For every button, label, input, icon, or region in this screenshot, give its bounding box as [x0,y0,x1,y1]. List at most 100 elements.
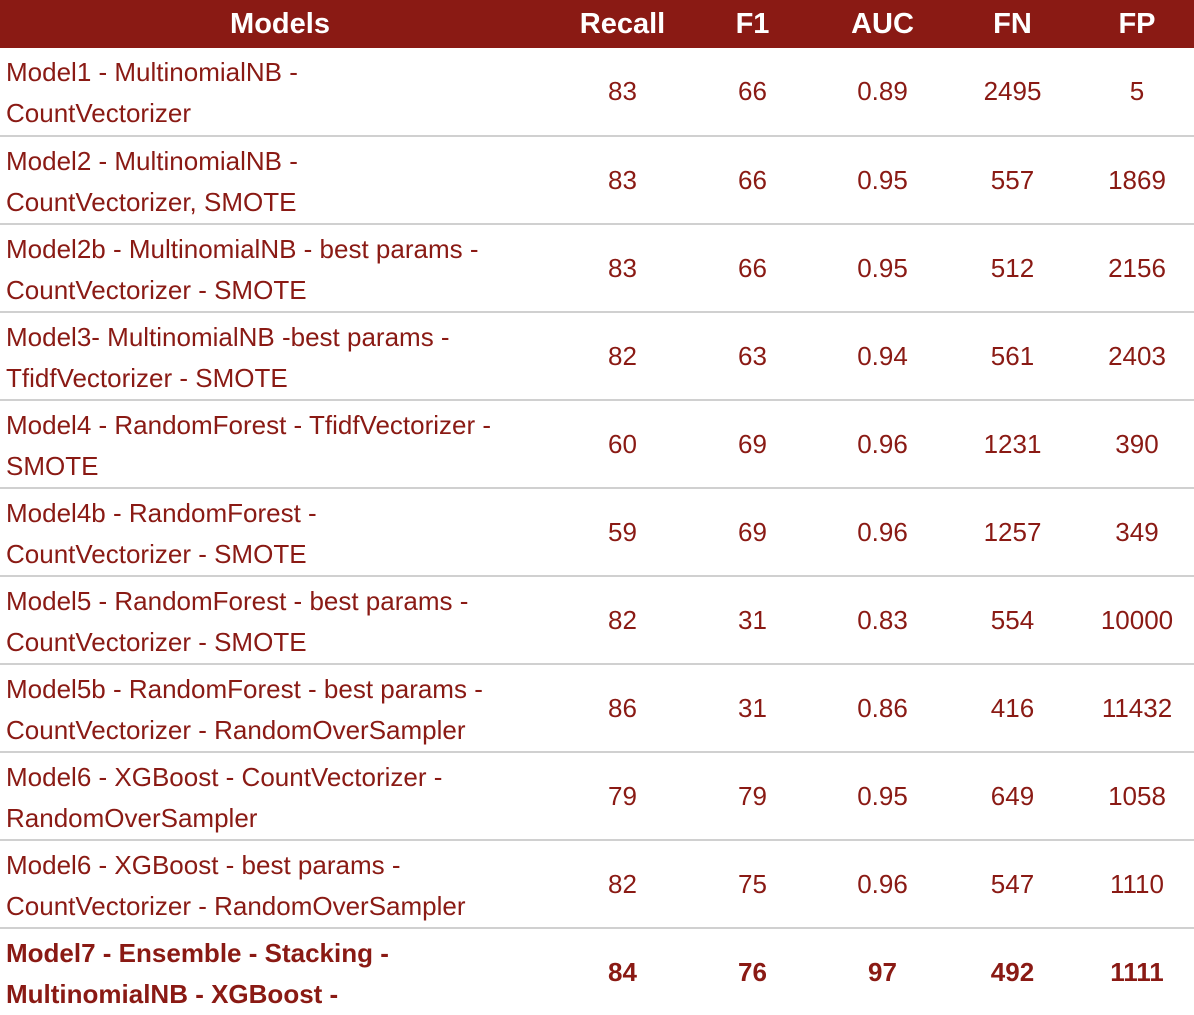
f1-cell: 66 [738,76,767,106]
f1-cell: 31 [738,692,767,723]
f1-cell: 66 [738,164,767,195]
f1-cell: 79 [738,780,767,811]
model-name-cell: Model4 - RandomForest - TfidfVectorizer … [0,400,560,488]
fn-cell: 492 [990,956,1035,987]
fp-cell: 1869 [1108,164,1166,195]
model-name-line1: Model2b - MultinomialNB - best params - [6,234,479,264]
model-name-cell: Model1 - MultinomialNB - CountVectorizer [0,48,560,136]
recall-cell: 82 [608,868,637,899]
recall-cell: 83 [608,252,637,283]
model-name-line2: CountVectorizer [6,98,191,128]
model-name-cell: Model4b - RandomForest - CountVectorizer … [0,488,560,576]
header-auc: AUC [851,7,914,40]
table-row: Model2b - MultinomialNB - best params - C… [0,224,1194,312]
auc-cell: 0.96 [857,428,908,459]
f1-cell: 75 [738,868,767,899]
model-name-cell: Model6 - XGBoost - CountVectorizer - Rand… [0,752,560,840]
model-name-line1: Model6 - XGBoost - best params - [6,850,401,880]
f1-cell: 63 [738,340,767,371]
model-name-line1: Model5 - RandomForest - best params - [6,586,469,616]
table-row: Model3- MultinomialNB -best params - Tfid… [0,312,1194,400]
f1-cell: 76 [738,956,767,987]
fp-cell: 5 [1129,76,1145,106]
recall-cell: 59 [608,516,637,547]
fp-cell: 2403 [1108,340,1166,371]
auc-cell: 0.89 [857,76,908,106]
auc-cell: 0.86 [857,692,908,723]
f1-cell: 69 [738,428,767,459]
fn-cell: 2495 [983,76,1042,106]
model-name-line2: SMOTE [6,451,99,481]
model-name-line1: Model3- MultinomialNB -best params - [6,322,450,352]
fp-cell: 349 [1115,516,1159,547]
table-row: Model6 - XGBoost - best params - CountVec… [0,840,1194,928]
recall-cell: 60 [608,428,637,459]
header-fn: FN [993,7,1032,40]
table-row: Model5 - RandomForest - best params - Cou… [0,576,1194,664]
model-name-cell: Model3- MultinomialNB -best params - Tfid… [0,312,560,400]
model-name-line1: Model7 - Ensemble - Stacking - [6,938,389,968]
model-name-cell: Model7 - Ensemble - Stacking - Multinomia… [0,928,560,1015]
model-name-line1: Model4 - RandomForest - TfidfVectorizer … [6,410,492,440]
model-name-line1: Model4b - RandomForest - [6,498,317,528]
auc-cell: 0.94 [857,340,908,371]
table-row: Model5b - RandomForest - best params - Co… [0,664,1194,752]
auc-cell: 0.96 [857,868,908,899]
model-name-line2: TfidfVectorizer - SMOTE [6,363,288,393]
model-name-line2: CountVectorizer - RandomOverSampler [6,891,466,921]
fp-cell: 2156 [1108,252,1166,283]
fp-cell: 10000 [1100,604,1174,635]
header-f1: F1 [735,7,770,40]
model-name-line1: Model1 - MultinomialNB - [6,57,298,87]
header-fp: FP [1118,7,1156,40]
model-name-line2: CountVectorizer - RandomOverSampler [6,715,466,745]
fn-cell: 649 [990,780,1035,811]
f1-cell: 31 [738,604,767,635]
auc-cell: 0.95 [857,780,908,811]
fp-cell: 11432 [1101,692,1173,723]
auc-cell: 0.96 [857,516,908,547]
table-row: Model2 - MultinomialNB - CountVectorizer,… [0,136,1194,224]
model-name-line2: CountVectorizer - SMOTE [6,275,307,305]
f1-cell: 66 [738,252,767,283]
model-name-line2: RandomOverSampler [6,803,258,833]
model-name-line2: MultinomialNB - XGBoost - [6,979,339,1009]
recall-cell: 82 [608,604,637,635]
header-recall: Recall [579,7,666,40]
model-name-line1: Model5b - RandomForest - best params - [6,674,483,704]
auc-cell: 0.83 [857,604,908,635]
recall-cell: 83 [608,164,637,195]
recall-cell: 82 [608,340,637,371]
fn-cell: 554 [990,604,1035,635]
table-row: Model4 - RandomForest - TfidfVectorizer … [0,400,1194,488]
table-row-highlighted: Model7 - Ensemble - Stacking - Multinomia… [0,928,1194,1015]
fp-cell: 390 [1115,428,1159,459]
recall-cell: 79 [608,780,637,811]
recall-cell: 83 [608,76,637,106]
fn-cell: 561 [990,340,1035,371]
model-name-cell: Model5b - RandomForest - best params - Co… [0,664,560,752]
recall-cell: 84 [608,956,637,987]
auc-cell: 0.95 [857,164,908,195]
model-name-line1: Model6 - XGBoost - CountVectorizer - [6,762,443,792]
table-row: Model4b - RandomForest - CountVectorizer … [0,488,1194,576]
model-name-line2: CountVectorizer - SMOTE [6,539,307,569]
table-row: Model6 - XGBoost - CountVectorizer - Rand… [0,752,1194,840]
model-name-line2: CountVectorizer, SMOTE [6,187,297,217]
auc-cell: 0.95 [857,252,908,283]
model-name-cell: Model5 - RandomForest - best params - Cou… [0,576,560,664]
recall-cell: 86 [608,692,637,723]
fn-cell: 1231 [983,428,1042,459]
fp-cell: 1110 [1110,868,1164,899]
fp-cell: 1058 [1108,780,1166,811]
fp-cell: 1111 [1110,956,1164,987]
fn-cell: 512 [990,252,1035,283]
fn-cell: 1257 [983,516,1042,547]
fn-cell: 416 [990,692,1035,723]
model-name-line1: Model2 - MultinomialNB - [6,146,298,176]
model-name-line2: CountVectorizer - SMOTE [6,627,307,657]
fn-cell: 547 [990,868,1035,899]
header-models: Models [230,7,330,40]
model-name-cell: Model2b - MultinomialNB - best params - C… [0,224,560,312]
